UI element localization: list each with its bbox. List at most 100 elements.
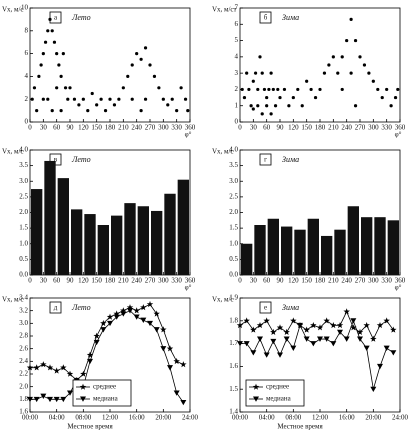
point [170, 97, 174, 101]
star-marker [53, 367, 60, 374]
star-marker [363, 321, 370, 329]
panel-label: е [264, 304, 267, 312]
star-marker [330, 321, 337, 329]
star-marker [336, 321, 344, 329]
x-tick-label: 60 [263, 124, 271, 132]
star-marker [236, 321, 244, 329]
point [43, 40, 48, 44]
bar [374, 217, 386, 275]
bar [137, 206, 149, 275]
y-tick-label: 10 [21, 4, 29, 12]
y-tick-label: 1.5 [229, 385, 238, 393]
triangle-marker [47, 396, 53, 403]
x-tick-label: 240 [131, 124, 142, 132]
y-tick-label: 1.0 [229, 239, 238, 247]
x-tick-label: 08:00 [75, 414, 91, 422]
triangle-marker [383, 345, 390, 351]
point [117, 97, 121, 101]
point [260, 71, 264, 75]
point [331, 55, 335, 59]
plot-frame [239, 7, 401, 123]
y-tick-label: 1.4 [229, 408, 238, 416]
star-marker [376, 321, 384, 329]
point [242, 95, 247, 100]
point [72, 97, 77, 101]
legend-box [245, 379, 305, 407]
point [183, 97, 188, 101]
panel-title: Зима [282, 13, 299, 22]
triangle-marker [167, 365, 173, 371]
star-marker [290, 317, 297, 324]
bar [281, 226, 293, 275]
point [121, 86, 125, 90]
star-marker [350, 324, 357, 331]
star-marker [310, 321, 317, 329]
star-marker [270, 328, 277, 335]
x-tick-label: 270 [355, 277, 366, 285]
star-marker [160, 326, 167, 333]
point [389, 104, 393, 108]
point [322, 71, 327, 75]
point [258, 55, 262, 59]
triangle-marker [180, 400, 187, 406]
point [46, 29, 50, 33]
y-axis-label: Vx, м/с [212, 296, 234, 304]
x-tick-label: 20:00 [365, 414, 381, 422]
x-tick-label: 180 [315, 124, 326, 132]
y-tick-label: 1.9 [229, 294, 238, 302]
panel-title: Зима [282, 155, 299, 164]
point [86, 109, 90, 113]
star-marker [126, 304, 134, 311]
triangle-marker [60, 396, 67, 403]
point [179, 86, 183, 90]
x-tick-label: 90 [67, 124, 75, 132]
x-axis-label: φ° [395, 284, 402, 292]
triangle-marker [133, 314, 140, 320]
triangle-marker [343, 336, 350, 342]
point [260, 112, 264, 116]
y-tick-label: 3.4 [19, 294, 28, 302]
x-tick-label: 150 [301, 277, 312, 285]
x-tick-label: 300 [158, 124, 169, 132]
y-axis-label: Vx, м/с [2, 148, 24, 156]
bar [267, 218, 279, 275]
y-tick-label: 3.0 [229, 177, 238, 185]
x-axis-label: Местное время [67, 423, 113, 431]
y-tick-label: 5 [235, 36, 239, 44]
star-marker [383, 317, 390, 324]
y-tick-label: 0.5 [229, 255, 238, 263]
triangle-marker [297, 322, 303, 329]
x-tick-label: 04:00 [49, 414, 65, 422]
panel-label: б [264, 14, 268, 22]
y-tick-label: 6 [235, 20, 239, 28]
y-tick-label: 4.0 [229, 146, 238, 154]
star-marker [303, 326, 310, 333]
star-marker [166, 345, 174, 352]
point [396, 87, 400, 92]
point [57, 63, 61, 67]
point [358, 55, 362, 59]
x-axis-label: φ° [185, 131, 192, 139]
panel-label-box [259, 301, 272, 314]
point [61, 52, 65, 56]
x-axis-label: Местное время [277, 423, 323, 431]
point [112, 103, 117, 107]
legend-label: медиана [266, 395, 292, 403]
y-tick-label: 7 [235, 4, 239, 12]
point [380, 95, 384, 100]
star-marker [60, 364, 67, 371]
x-tick-label: 210 [118, 124, 129, 132]
triangle-marker [377, 363, 383, 370]
x-tick-label: 300 [368, 277, 379, 285]
point [353, 104, 358, 108]
triangle-marker [120, 311, 127, 317]
star-marker [46, 364, 54, 371]
x-tick-label: 240 [131, 277, 142, 285]
point [313, 95, 318, 100]
triangle-marker [127, 308, 133, 314]
panel-label: а [54, 14, 58, 22]
series-line [239, 310, 394, 340]
point [340, 55, 344, 59]
star-marker [390, 326, 397, 333]
